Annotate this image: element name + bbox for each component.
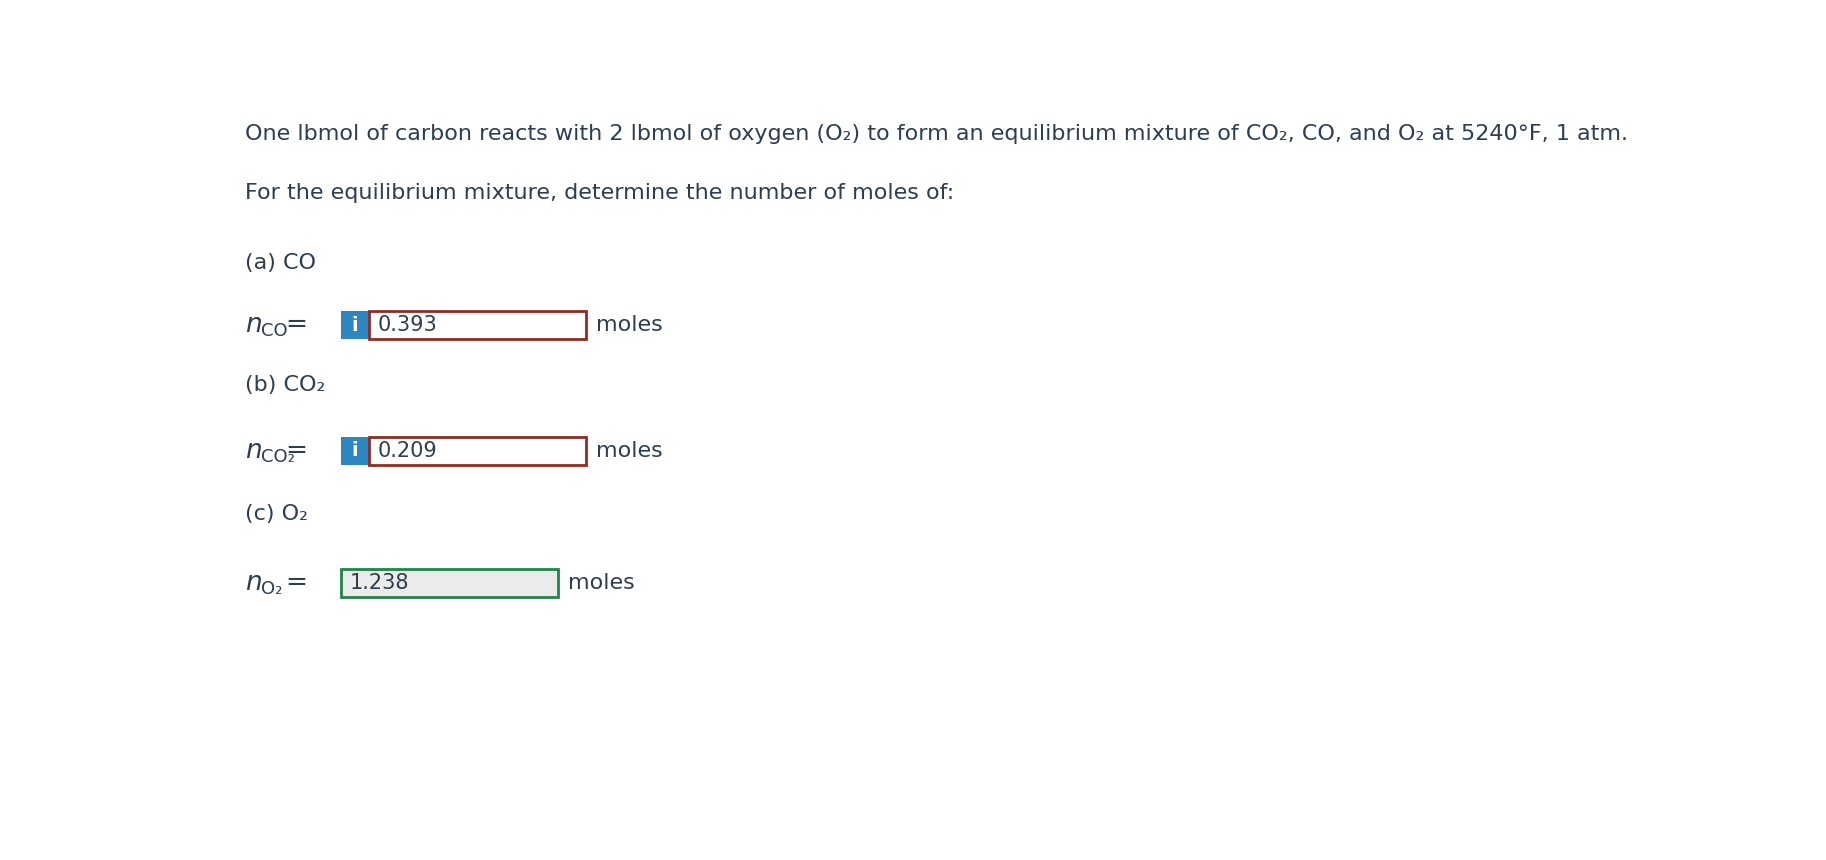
Text: CO: CO — [261, 322, 287, 341]
Text: n: n — [245, 312, 263, 338]
Text: i: i — [351, 316, 358, 335]
FancyBboxPatch shape — [369, 311, 586, 339]
FancyBboxPatch shape — [341, 311, 369, 339]
Text: (a) CO: (a) CO — [245, 253, 316, 273]
Text: One lbmol of carbon reacts with 2 lbmol of oxygen (O₂) to form an equilibrium mi: One lbmol of carbon reacts with 2 lbmol … — [245, 124, 1629, 144]
Text: i: i — [351, 441, 358, 460]
FancyBboxPatch shape — [341, 569, 557, 597]
Text: 0.393: 0.393 — [378, 315, 438, 335]
Text: =: = — [285, 312, 307, 338]
Text: moles: moles — [597, 441, 663, 461]
Text: 1.238: 1.238 — [351, 574, 409, 593]
FancyBboxPatch shape — [369, 437, 586, 464]
Text: n: n — [245, 570, 263, 596]
Text: 0.209: 0.209 — [378, 441, 438, 461]
Text: moles: moles — [568, 574, 635, 593]
Text: =: = — [285, 438, 307, 464]
Text: n: n — [245, 438, 263, 464]
Text: =: = — [285, 570, 307, 596]
Text: CO₂: CO₂ — [261, 448, 294, 466]
Text: For the equilibrium mixture, determine the number of moles of:: For the equilibrium mixture, determine t… — [245, 183, 955, 203]
Text: (b) CO₂: (b) CO₂ — [245, 375, 325, 396]
FancyBboxPatch shape — [341, 437, 369, 464]
Text: O₂: O₂ — [261, 580, 283, 599]
Text: (c) O₂: (c) O₂ — [245, 504, 309, 525]
Text: moles: moles — [597, 315, 663, 335]
